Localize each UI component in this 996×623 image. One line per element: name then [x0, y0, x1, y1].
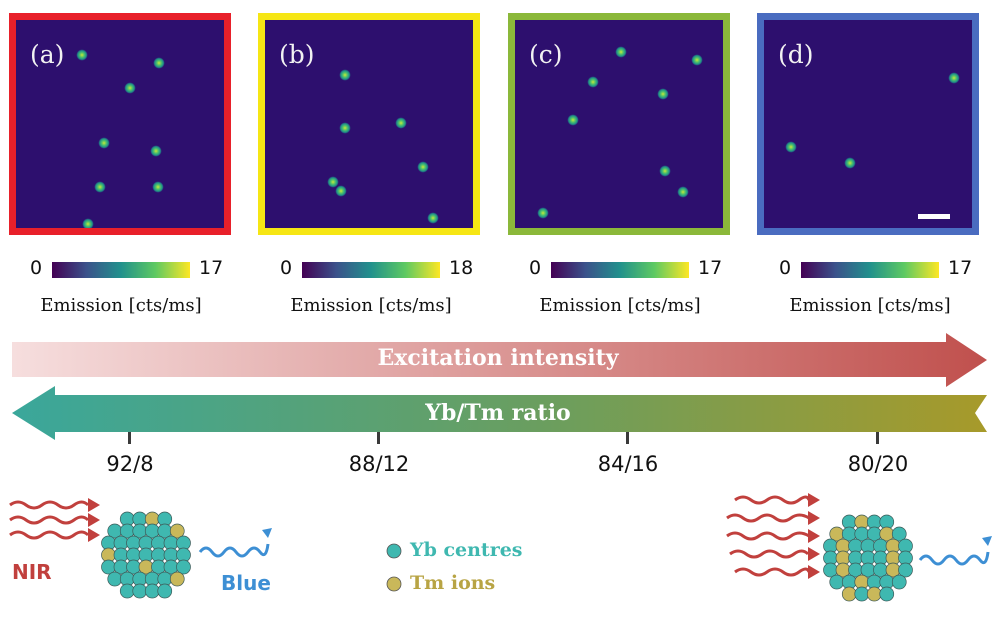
emission-spot — [587, 76, 599, 88]
colorbar-title: Emission [cts/ms] — [290, 295, 452, 316]
colorbar-min: 0 — [280, 257, 293, 279]
panel-label: (d) — [778, 40, 814, 69]
ratio-tick — [626, 432, 629, 444]
emission-spot — [844, 157, 856, 169]
emission-spot — [339, 69, 351, 81]
emission-spot — [153, 57, 165, 69]
tm-ion — [866, 586, 882, 602]
ratio-tick-label: 92/8 — [106, 452, 154, 476]
emission-spot — [427, 212, 439, 224]
nir-arrows-left — [9, 500, 90, 540]
emission-spot — [567, 114, 579, 126]
colorbar — [52, 262, 190, 278]
yb-centre — [176, 559, 191, 575]
nanoparticle-high-tm — [823, 514, 913, 602]
emission-spot — [82, 218, 94, 228]
colorbar — [302, 262, 440, 278]
emission-spot — [659, 165, 671, 177]
colorbar — [801, 262, 939, 278]
tm-legend-dot — [386, 576, 402, 592]
emission-spot — [94, 181, 106, 193]
yb-centre — [107, 571, 123, 587]
tm-ion — [169, 523, 185, 539]
panel-label: (c) — [529, 40, 563, 69]
colorbar-max: 17 — [948, 257, 973, 279]
colorbar-max: 18 — [449, 257, 474, 279]
image-panel-c: (c) — [508, 13, 730, 235]
emission-spot — [124, 82, 136, 94]
emission-spot — [417, 161, 429, 173]
colorbar-title: Emission [cts/ms] — [40, 295, 202, 316]
emission-spot — [150, 145, 162, 157]
ratio-tick — [876, 432, 879, 444]
emission-spot — [76, 49, 88, 61]
colorbar-max: 17 — [698, 257, 723, 279]
ratio-tick-label: 88/12 — [348, 452, 410, 476]
image-panel-b: (b) — [258, 13, 480, 235]
emission-spot — [339, 122, 351, 134]
yb-centre — [854, 586, 870, 602]
blue-wave-right — [918, 551, 990, 566]
scale-bar — [918, 214, 950, 219]
emission-spot — [335, 185, 347, 197]
yb-centre — [891, 526, 907, 542]
emission-spot — [152, 181, 164, 193]
emission-spot — [395, 117, 407, 129]
colorbar-title: Emission [cts/ms] — [789, 295, 951, 316]
excitation-arrow-label: Excitation intensity — [377, 345, 619, 371]
yb-centre — [132, 583, 148, 599]
nanoparticle-low-tm — [101, 511, 191, 599]
panel-label: (a) — [30, 40, 65, 69]
blue-label: Blue — [221, 571, 271, 595]
emission-spot — [657, 88, 669, 100]
yb-centre — [144, 583, 160, 599]
blue-wave-left — [198, 543, 270, 558]
ratio-arrow — [12, 386, 987, 440]
colorbar-min: 0 — [30, 257, 43, 279]
yb-centre — [119, 583, 135, 599]
colorbar — [551, 262, 689, 278]
emission-spot — [615, 46, 627, 58]
colorbar-max: 17 — [199, 257, 224, 279]
emission-spot — [677, 186, 689, 198]
colorbar-title: Emission [cts/ms] — [539, 295, 701, 316]
excitation-arrow — [12, 333, 987, 387]
nir-label: NIR — [12, 560, 52, 584]
emission-spot — [98, 137, 110, 149]
colorbar-min: 0 — [529, 257, 542, 279]
yb-centre — [829, 574, 845, 590]
image-panel-a: (a) — [9, 13, 231, 235]
nir-arrows-right — [726, 495, 811, 577]
panel-label: (b) — [279, 40, 315, 69]
ratio-arrow-label: Yb/Tm ratio — [425, 400, 571, 426]
ratio-tick-label: 84/16 — [597, 452, 659, 476]
ratio-tick-label: 80/20 — [847, 452, 909, 476]
yb-centre — [879, 586, 895, 602]
yb-centre — [891, 574, 907, 590]
ratio-tick — [377, 432, 380, 444]
emission-spot — [327, 176, 339, 188]
ratio-tick — [128, 432, 131, 444]
yb-centre — [157, 583, 173, 599]
emission-spot — [785, 141, 797, 153]
tm-ion — [169, 571, 185, 587]
tm-ion — [841, 586, 857, 602]
colorbar-min: 0 — [779, 257, 792, 279]
emission-spot — [691, 54, 703, 66]
yb-centre — [898, 562, 913, 578]
tm-legend-label: Tm ions — [410, 572, 496, 594]
image-panel-d: (d) — [757, 13, 979, 235]
emission-spot — [948, 72, 960, 84]
yb-legend-label: Yb centres — [410, 539, 523, 561]
emission-spot — [537, 207, 549, 219]
yb-legend-dot — [386, 543, 402, 559]
